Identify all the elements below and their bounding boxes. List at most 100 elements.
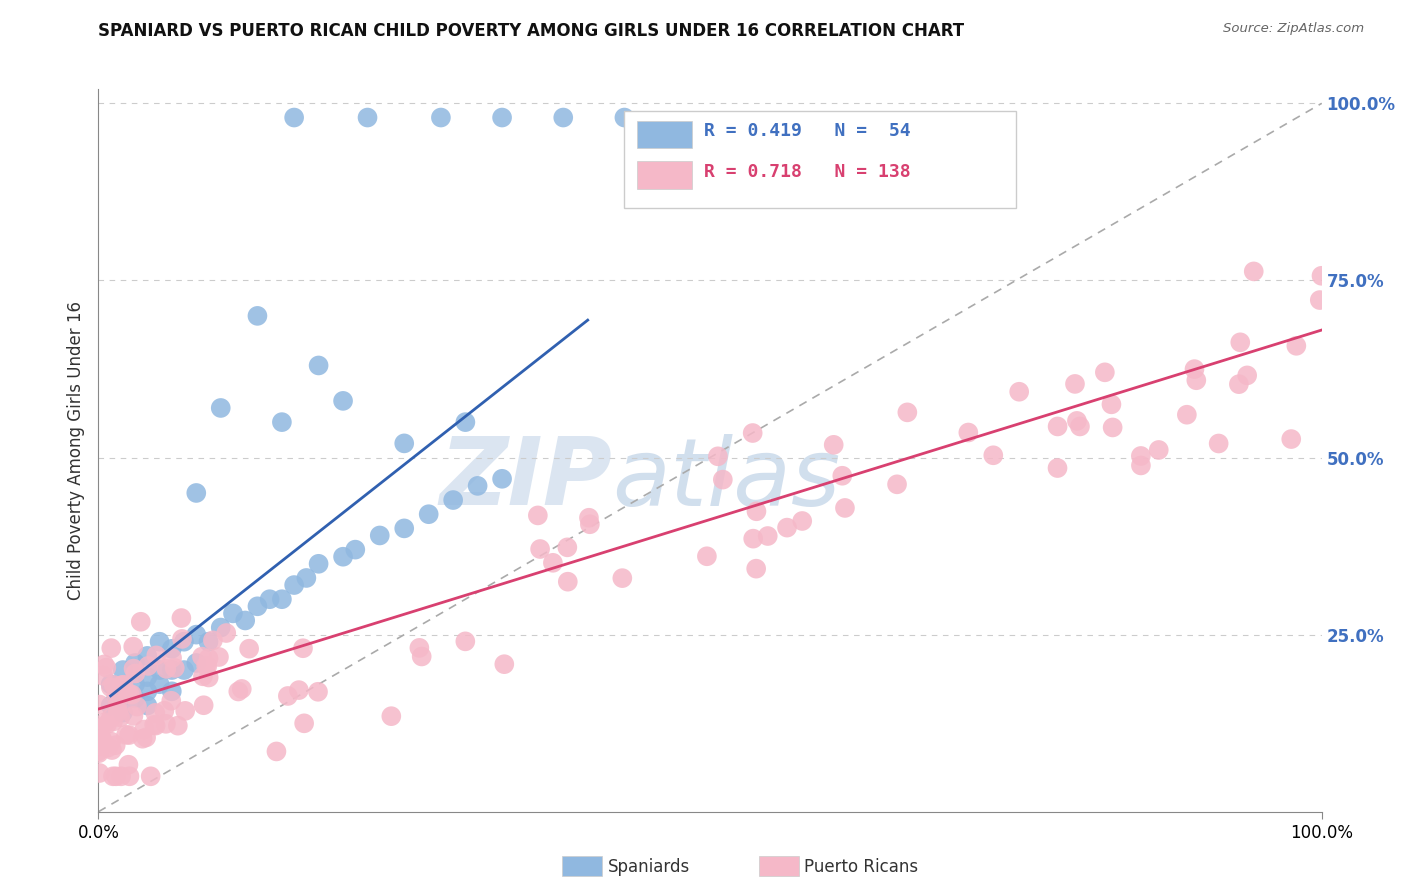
Point — [557, 541, 579, 555]
Point — [288, 683, 311, 698]
Point — [166, 719, 188, 733]
Point — [118, 687, 141, 701]
Point — [201, 633, 224, 648]
Point — [1129, 449, 1152, 463]
Point — [87, 746, 110, 760]
Point — [160, 641, 183, 656]
Point — [957, 425, 980, 440]
Point — [1147, 442, 1170, 457]
Point — [270, 592, 294, 607]
Point — [122, 662, 145, 676]
Point — [1129, 458, 1152, 473]
Point — [155, 662, 177, 676]
Point — [332, 549, 354, 564]
Point — [136, 698, 159, 713]
Point — [356, 111, 378, 125]
Point — [529, 541, 551, 556]
Point — [454, 634, 477, 648]
Point — [707, 450, 730, 464]
Point — [292, 641, 315, 656]
Point — [1008, 384, 1031, 399]
Point — [226, 684, 249, 698]
Point — [238, 641, 260, 656]
Point — [886, 477, 908, 491]
Point — [94, 715, 117, 730]
Point — [135, 731, 157, 745]
Point — [1184, 362, 1206, 376]
Point — [1046, 419, 1069, 434]
Point — [1094, 365, 1116, 379]
Point — [170, 632, 193, 646]
Point — [186, 656, 208, 670]
Point — [266, 744, 288, 758]
Point — [97, 740, 120, 755]
Point — [612, 571, 634, 585]
Point — [110, 678, 132, 692]
Point — [491, 111, 513, 125]
Point — [136, 648, 159, 663]
Point — [541, 556, 564, 570]
Point — [1185, 373, 1208, 387]
Point — [246, 599, 269, 614]
Point — [981, 448, 1004, 462]
Point — [87, 744, 110, 758]
Point — [101, 714, 124, 729]
Point — [392, 521, 416, 535]
Point — [711, 473, 734, 487]
Point — [295, 571, 318, 585]
Point — [136, 659, 159, 673]
Point — [104, 738, 127, 752]
Point — [121, 688, 143, 702]
Point — [145, 718, 167, 732]
Point — [1046, 461, 1069, 475]
Point — [1243, 264, 1265, 278]
Point — [173, 634, 195, 648]
Point — [124, 691, 146, 706]
Point — [117, 757, 139, 772]
Text: R = 0.718   N = 138: R = 0.718 N = 138 — [704, 163, 911, 181]
Point — [1229, 335, 1251, 350]
Point — [129, 615, 152, 629]
Point — [1236, 368, 1258, 383]
Text: SPANIARD VS PUERTO RICAN CHILD POVERTY AMONG GIRLS UNDER 16 CORRELATION CHART: SPANIARD VS PUERTO RICAN CHILD POVERTY A… — [98, 22, 965, 40]
Point — [89, 738, 111, 752]
Text: atlas: atlas — [612, 434, 841, 524]
Point — [579, 517, 602, 532]
Point — [111, 663, 134, 677]
Point — [418, 507, 440, 521]
Point — [283, 578, 305, 592]
Point — [101, 743, 124, 757]
Point — [160, 663, 183, 677]
Text: Spaniards: Spaniards — [607, 858, 689, 876]
Point — [145, 648, 167, 663]
Point — [136, 684, 159, 698]
Point — [270, 415, 294, 429]
Point — [222, 607, 245, 621]
Point — [491, 472, 513, 486]
Point — [122, 709, 145, 723]
Point — [96, 717, 118, 731]
Point — [195, 658, 218, 673]
Point — [197, 634, 219, 648]
Point — [90, 739, 112, 753]
Point — [89, 766, 111, 780]
Point — [117, 686, 139, 700]
Point — [111, 706, 134, 720]
Point — [1175, 408, 1198, 422]
Point — [741, 425, 763, 440]
Point — [124, 677, 146, 691]
Point — [173, 663, 195, 677]
Point — [100, 641, 122, 656]
Point — [107, 703, 129, 717]
Point — [283, 111, 305, 125]
Point — [209, 621, 232, 635]
Point — [441, 493, 464, 508]
Point — [93, 657, 115, 672]
Point — [745, 504, 768, 518]
Point — [208, 650, 231, 665]
Point — [380, 709, 402, 723]
Point — [215, 626, 238, 640]
Point — [191, 649, 214, 664]
Point — [392, 436, 416, 450]
Point — [110, 769, 132, 783]
